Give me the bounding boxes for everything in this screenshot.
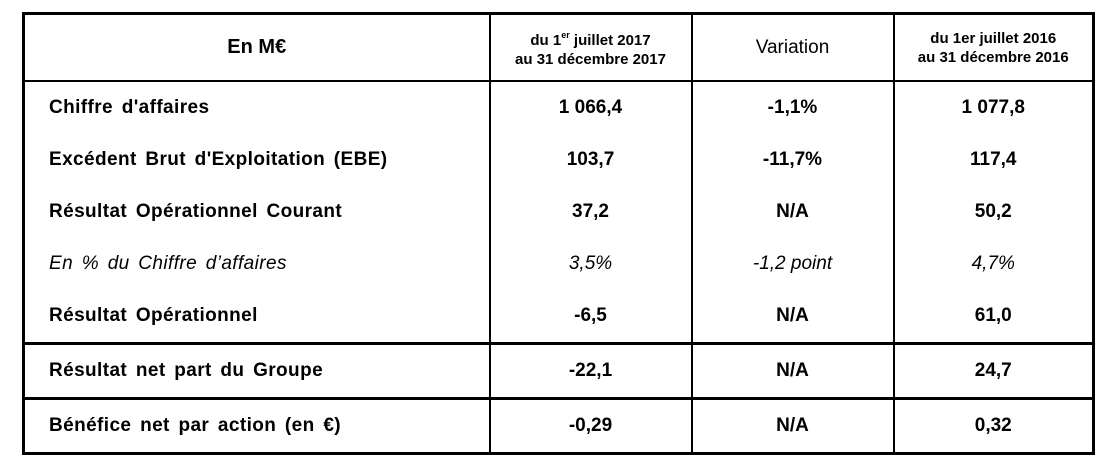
row-label: Résultat Opérationnel — [22, 290, 491, 344]
row-value-2017: -0,29 — [488, 397, 693, 454]
table-row: Bénéfice net par action (en €) -0,29 N/A… — [22, 397, 1095, 454]
header-period-2016-line2: au 31 décembre 2016 — [917, 48, 1069, 66]
header-period-2016: du 1er juillet 2016 au 31 décembre 2016 — [892, 12, 1095, 82]
header-variation: Variation — [690, 12, 895, 82]
row-variation: N/A — [690, 290, 895, 344]
header-period-2017: du 1er juillet 2017 au 31 décembre 2017 — [488, 12, 693, 82]
row-value-2017: 1 066,4 — [488, 81, 693, 134]
row-label: En % du Chiffre d’affaires — [22, 238, 491, 290]
row-value-2017: 37,2 — [488, 186, 693, 238]
header-row: En M€ du 1er juillet 2017 au 31 décembre… — [22, 12, 1095, 82]
header-period-2017-pre: du 1 — [530, 31, 562, 49]
row-variation: N/A — [690, 342, 895, 399]
row-value-2017: -6,5 — [488, 290, 693, 344]
row-label: Chiffre d'affaires — [22, 81, 491, 134]
header-period-2016-line1: du 1er juillet 2016 — [930, 29, 1057, 47]
row-variation: -11,7% — [690, 134, 895, 186]
header-period-2017-line2: au 31 décembre 2017 — [515, 50, 666, 68]
table-row: Excédent Brut d'Exploitation (EBE) 103,7… — [22, 134, 1095, 186]
row-label: Bénéfice net par action (en €) — [22, 397, 491, 454]
row-variation: N/A — [690, 397, 895, 454]
table-row: Résultat Opérationnel Courant 37,2 N/A 5… — [22, 186, 1095, 238]
row-label: Résultat Opérationnel Courant — [22, 186, 491, 238]
row-value-2016: 0,32 — [892, 397, 1095, 454]
table-row: Résultat net part du Groupe -22,1 N/A 24… — [22, 342, 1095, 399]
row-variation: -1,1% — [690, 81, 895, 134]
row-value-2016: 24,7 — [892, 342, 1095, 399]
header-period-2017-post: juillet 2017 — [569, 31, 651, 49]
table-row: En % du Chiffre d’affaires 3,5% -1,2 poi… — [22, 238, 1095, 290]
row-value-2016: 61,0 — [892, 290, 1095, 344]
row-value-2016: 1 077,8 — [892, 81, 1095, 134]
row-value-2016: 4,7% — [892, 238, 1095, 290]
header-unit: En M€ — [22, 12, 491, 82]
row-label: Résultat net part du Groupe — [22, 342, 491, 399]
table-row: Chiffre d'affaires 1 066,4 -1,1% 1 077,8 — [22, 81, 1095, 134]
row-value-2016: 50,2 — [892, 186, 1095, 238]
row-variation: -1,2 point — [690, 238, 895, 290]
row-value-2017: 103,7 — [488, 134, 693, 186]
table-row: Résultat Opérationnel -6,5 N/A 61,0 — [22, 290, 1095, 344]
financial-results-table: En M€ du 1er juillet 2017 au 31 décembre… — [22, 12, 1095, 455]
row-value-2017: 3,5% — [488, 238, 693, 290]
row-variation: N/A — [690, 186, 895, 238]
row-label: Excédent Brut d'Exploitation (EBE) — [22, 134, 491, 186]
header-period-2017-sup: er — [561, 29, 570, 40]
row-value-2017: -22,1 — [488, 342, 693, 399]
financial-results-table-container: En M€ du 1er juillet 2017 au 31 décembre… — [22, 12, 1095, 455]
row-value-2016: 117,4 — [892, 134, 1095, 186]
